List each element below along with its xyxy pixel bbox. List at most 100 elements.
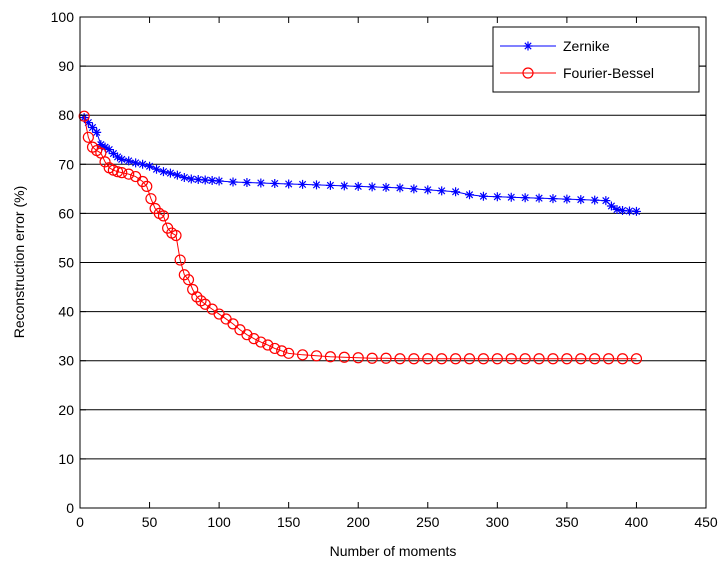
y-tick-label: 10 bbox=[58, 451, 74, 467]
data-point bbox=[519, 353, 531, 365]
data-point bbox=[311, 180, 321, 190]
data-point bbox=[179, 173, 189, 183]
legend-box bbox=[492, 26, 700, 93]
data-point bbox=[78, 110, 90, 122]
data-point bbox=[228, 177, 238, 187]
x-tick-label: 50 bbox=[142, 514, 158, 530]
data-point bbox=[270, 178, 280, 188]
data-point bbox=[630, 353, 643, 365]
data-point bbox=[451, 187, 461, 197]
data-point bbox=[366, 352, 378, 364]
data-point bbox=[227, 318, 239, 330]
data-point bbox=[83, 118, 93, 128]
data-point bbox=[262, 339, 274, 351]
data-point bbox=[394, 353, 406, 365]
y-axis-label: Reconstruction error (%) bbox=[11, 186, 27, 339]
data-point bbox=[123, 168, 135, 180]
data-point bbox=[606, 201, 616, 211]
gridlines bbox=[80, 65, 706, 460]
series-fourier-bessel bbox=[78, 110, 643, 365]
data-point bbox=[145, 193, 157, 205]
x-tick-label: 0 bbox=[76, 514, 84, 530]
data-point bbox=[548, 194, 558, 204]
data-point bbox=[298, 179, 308, 189]
data-point bbox=[141, 180, 153, 192]
data-point bbox=[465, 190, 475, 200]
x-tick-label: 450 bbox=[694, 514, 718, 530]
data-point bbox=[463, 353, 476, 365]
data-point bbox=[589, 353, 601, 365]
y-tick-label: 50 bbox=[58, 255, 74, 271]
data-point bbox=[96, 140, 106, 150]
data-point bbox=[256, 178, 266, 188]
y-tick-label: 90 bbox=[58, 58, 74, 74]
data-point bbox=[269, 342, 281, 355]
data-point bbox=[174, 254, 186, 266]
data-point bbox=[283, 347, 295, 359]
data-point bbox=[576, 195, 586, 205]
data-point bbox=[534, 193, 544, 203]
data-point bbox=[117, 154, 127, 164]
x-tick-label: 250 bbox=[416, 514, 440, 530]
legend-marker bbox=[522, 67, 534, 79]
data-point bbox=[408, 353, 420, 365]
legend: Zernike Fourier-Bessel bbox=[492, 26, 700, 93]
data-point bbox=[111, 166, 124, 178]
data-point bbox=[145, 161, 155, 171]
data-point bbox=[575, 353, 587, 365]
data-point bbox=[492, 192, 502, 202]
data-point bbox=[590, 195, 600, 205]
data-point bbox=[242, 177, 252, 187]
data-point bbox=[108, 148, 118, 158]
data-point bbox=[491, 353, 503, 365]
data-point bbox=[339, 181, 349, 191]
x-tick-label: 200 bbox=[347, 514, 371, 530]
data-point bbox=[200, 175, 210, 185]
x-tick-label: 150 bbox=[277, 514, 301, 530]
y-tick-label: 30 bbox=[58, 353, 74, 369]
ticks: 0 10 20 30 40 50 60 70 80 90 100 0 50 100 150 200 250 300… bbox=[51, 9, 718, 530]
data-point bbox=[353, 181, 363, 191]
data-point bbox=[116, 167, 128, 179]
y-tick-label: 40 bbox=[58, 304, 74, 320]
data-point bbox=[477, 353, 490, 365]
data-point bbox=[186, 174, 196, 184]
data-point bbox=[124, 156, 134, 166]
data-point bbox=[95, 147, 107, 159]
data-point bbox=[533, 353, 545, 365]
legend-label: Fourier-Bessel bbox=[563, 65, 654, 81]
data-point bbox=[352, 352, 364, 364]
data-point bbox=[506, 192, 516, 202]
data-point bbox=[618, 205, 628, 215]
data-point bbox=[612, 204, 622, 214]
data-point bbox=[296, 349, 309, 361]
data-point bbox=[395, 183, 405, 193]
y-tick-label: 20 bbox=[58, 402, 74, 418]
data-point bbox=[100, 142, 110, 152]
data-point bbox=[82, 131, 94, 143]
data-point bbox=[99, 156, 111, 168]
data-point bbox=[324, 351, 336, 363]
data-point bbox=[422, 353, 434, 365]
series-zernike bbox=[79, 113, 641, 216]
data-point bbox=[616, 353, 629, 365]
x-tick-label: 100 bbox=[207, 514, 231, 530]
data-point bbox=[88, 122, 98, 132]
data-point bbox=[113, 152, 123, 162]
data-point bbox=[601, 196, 611, 206]
data-point bbox=[436, 353, 448, 365]
data-point bbox=[191, 291, 203, 303]
data-point bbox=[409, 184, 419, 194]
data-point bbox=[562, 194, 572, 204]
data-point bbox=[207, 176, 217, 186]
data-point bbox=[92, 127, 102, 137]
data-point bbox=[561, 353, 573, 365]
data-point bbox=[248, 333, 260, 345]
x-tick-label: 300 bbox=[486, 514, 510, 530]
data-point bbox=[381, 182, 391, 192]
data-point bbox=[631, 206, 641, 216]
legend-marker bbox=[523, 41, 533, 51]
y-tick-label: 70 bbox=[58, 156, 74, 172]
data-point bbox=[193, 175, 203, 185]
data-point bbox=[450, 353, 462, 365]
